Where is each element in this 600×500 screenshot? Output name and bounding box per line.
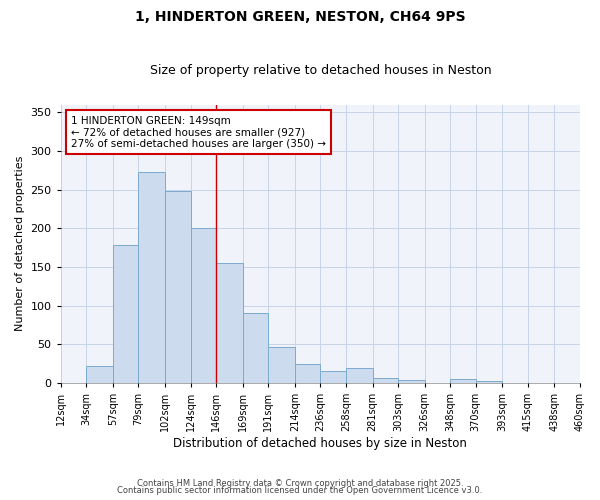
Text: 1, HINDERTON GREEN, NESTON, CH64 9PS: 1, HINDERTON GREEN, NESTON, CH64 9PS bbox=[134, 10, 466, 24]
Bar bbox=[165, 191, 191, 383]
Bar bbox=[216, 263, 242, 383]
Text: Contains HM Land Registry data © Crown copyright and database right 2025.: Contains HM Land Registry data © Crown c… bbox=[137, 478, 463, 488]
Text: 1 HINDERTON GREEN: 149sqm
← 72% of detached houses are smaller (927)
27% of semi: 1 HINDERTON GREEN: 149sqm ← 72% of detac… bbox=[71, 116, 326, 149]
Bar bbox=[191, 228, 216, 383]
Bar bbox=[268, 346, 295, 383]
Y-axis label: Number of detached properties: Number of detached properties bbox=[15, 156, 25, 332]
Bar bbox=[86, 366, 113, 383]
Bar bbox=[346, 368, 373, 383]
Bar bbox=[320, 372, 346, 383]
Bar bbox=[398, 380, 425, 383]
Title: Size of property relative to detached houses in Neston: Size of property relative to detached ho… bbox=[149, 64, 491, 77]
Bar bbox=[113, 246, 139, 383]
Bar bbox=[295, 364, 320, 383]
Text: Contains public sector information licensed under the Open Government Licence v3: Contains public sector information licen… bbox=[118, 486, 482, 495]
Bar bbox=[476, 382, 502, 383]
Bar bbox=[242, 314, 268, 383]
Bar bbox=[139, 172, 165, 383]
Bar bbox=[373, 378, 398, 383]
Bar bbox=[450, 379, 476, 383]
X-axis label: Distribution of detached houses by size in Neston: Distribution of detached houses by size … bbox=[173, 437, 467, 450]
